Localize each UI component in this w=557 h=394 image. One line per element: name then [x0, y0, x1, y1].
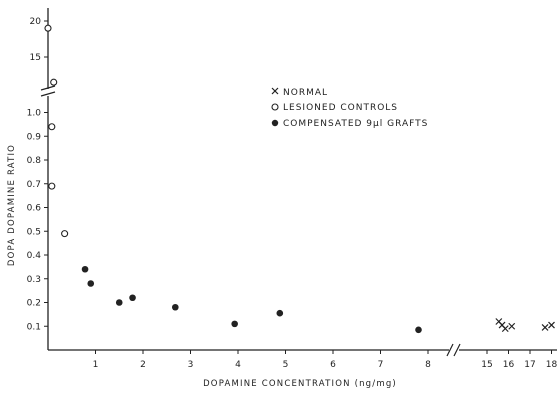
y-tick-label-0-5: 0.5 [27, 227, 41, 237]
x-tick-label-1: 1 [93, 360, 99, 370]
point-lesioned-3 [48, 182, 56, 190]
point-graft-5 [231, 320, 238, 328]
y-axis-break [40, 85, 56, 97]
point-graft-4 [172, 303, 179, 311]
y-axis-title: DOPA DOPAMINE RATIO [7, 144, 17, 266]
x-axis-break [446, 343, 461, 357]
x-tick-label-3: 3 [188, 360, 194, 370]
point-normal-3 [508, 322, 516, 330]
x-tick-label-16: 16 [503, 360, 515, 370]
legend-open-circle-marker [271, 103, 279, 111]
legend-cross-marker [271, 87, 279, 95]
point-graft-0 [81, 265, 89, 273]
y-tick-label-20: 20 [30, 17, 42, 27]
y-tick-label-0-2: 0.2 [27, 299, 41, 309]
point-graft-2 [115, 299, 123, 306]
x-tick-label-2: 2 [140, 360, 146, 370]
x-tick-label-4: 4 [235, 360, 241, 370]
legend-item-compensated-grafts: COMPENSATED 9µl GRAFTS [271, 119, 428, 129]
x-tick-label-18: 18 [546, 360, 557, 370]
y-tick-label-0-1: 0.1 [27, 322, 41, 332]
point-graft-3 [129, 294, 136, 302]
y-tick-label-15: 15 [30, 53, 41, 63]
legend-filled-circle-marker [271, 119, 279, 127]
point-normal-4 [541, 324, 549, 331]
point-lesioned-1 [50, 78, 58, 86]
y-tick-label-0-6: 0.6 [27, 204, 42, 214]
x-tick-label-17: 17 [524, 360, 535, 370]
point-graft-6 [276, 309, 284, 317]
point-normal-2 [501, 325, 509, 333]
y-ticks: 0.1 0.2 0.3 0.4 0.5 0.6 0.7 0.8 0.9 1.0 15 20 [27, 17, 48, 332]
point-lesioned-4 [61, 230, 69, 238]
legend-label-lesioned-controls: LESIONED CONTROLS [283, 103, 398, 113]
point-normal-5 [548, 321, 555, 329]
x-tick-label-8: 8 [425, 360, 431, 370]
y-tick-label-0-8: 0.8 [27, 156, 42, 166]
legend-item-lesioned-controls: LESIONED CONTROLS [271, 103, 398, 113]
legend-label-compensated-grafts: COMPENSATED 9µl GRAFTS [283, 119, 428, 129]
x-tick-label-5: 5 [283, 360, 289, 370]
data-points [44, 24, 555, 334]
x-tick-label-6: 6 [330, 360, 336, 370]
x-tick-label-15: 15 [481, 360, 492, 370]
legend: NORMAL LESIONED CONTROLS COMPENSATED 9µl… [271, 87, 428, 129]
y-tick-label-0-3: 0.3 [27, 275, 41, 285]
y-tick-label-0-7: 0.7 [27, 180, 41, 190]
x-tick-label-7: 7 [378, 360, 384, 370]
y-tick-label-1-0: 1.0 [27, 109, 42, 119]
point-lesioned-2 [48, 123, 56, 131]
x-axis-title: DOPAMINE CONCENTRATION (ng/mg) [203, 379, 397, 389]
legend-label-normal: NORMAL [283, 88, 328, 98]
y-tick-label-0-9: 0.9 [27, 132, 42, 142]
legend-item-normal: NORMAL [271, 87, 328, 98]
x-ticks: 1 2 3 4 5 6 7 8 15 16 17 18 [93, 350, 557, 370]
y-tick-label-0-4: 0.4 [27, 251, 42, 261]
axes: 0.1 0.2 0.3 0.4 0.5 0.6 0.7 0.8 0.9 1.0 15 20 1 2 3 4 5… [27, 8, 557, 370]
point-lesioned-0 [44, 24, 52, 32]
point-graft-1 [87, 280, 95, 287]
point-graft-7 [415, 326, 422, 334]
